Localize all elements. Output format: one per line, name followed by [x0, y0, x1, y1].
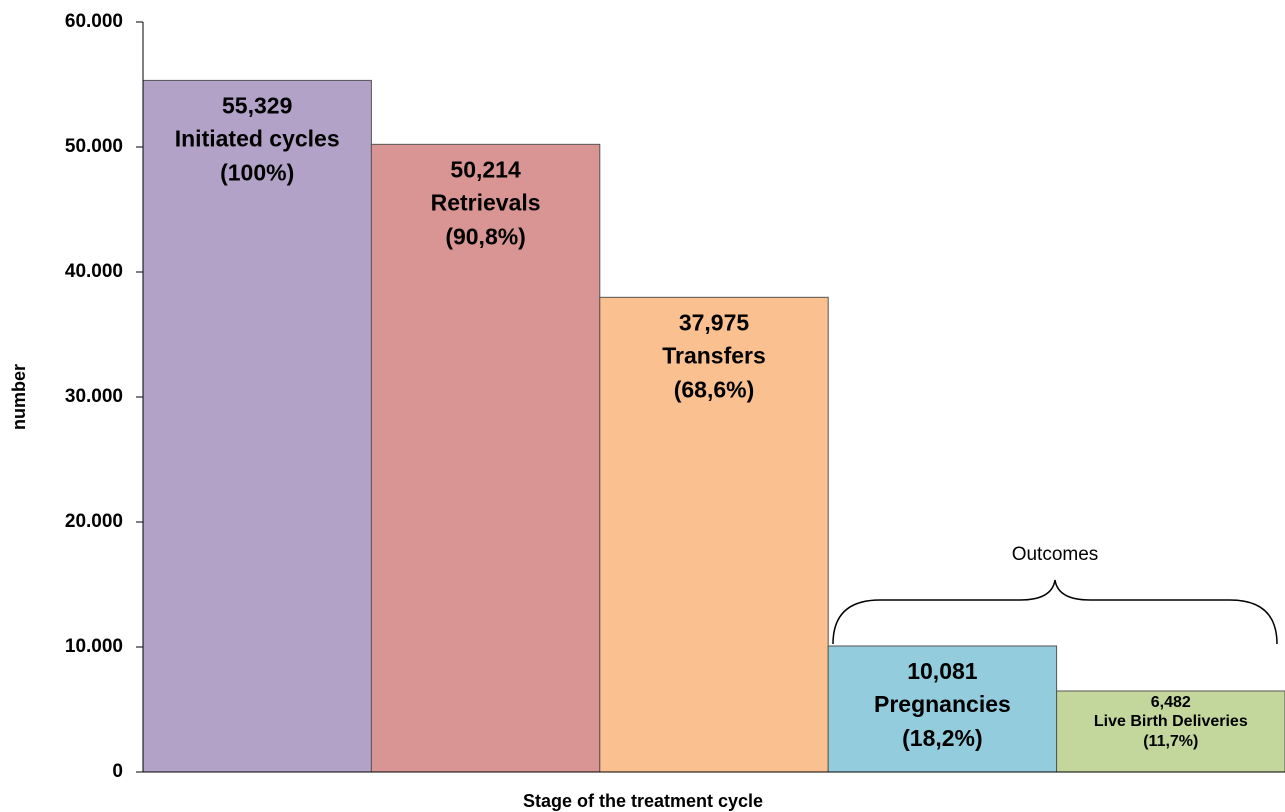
share-label: (90,8%) — [445, 223, 526, 249]
share-label: (11,7%) — [1143, 733, 1198, 750]
y-tick-label: 30.000 — [65, 386, 123, 407]
bar — [370, 143, 601, 773]
category-label: Live Birth Deliveries — [1094, 713, 1248, 730]
annotation: Outcomes — [1012, 544, 1099, 565]
y-tick-label: 40.000 — [65, 261, 123, 282]
y-tick-label: 20.000 — [65, 511, 123, 532]
y-tick-label: 0 — [112, 761, 123, 782]
value-label: 55,329 — [222, 92, 292, 118]
bar — [1056, 690, 1285, 773]
share-label: (100%) — [220, 159, 294, 185]
category-label: Retrievals — [431, 189, 541, 215]
category-label: Initiated cycles — [175, 125, 340, 151]
share-label: (68,6%) — [674, 376, 755, 402]
y-tick-label: 10.000 — [65, 636, 123, 657]
category-label: Transfers — [662, 342, 766, 368]
outcomes-brace — [832, 579, 1278, 645]
bar — [827, 645, 1058, 773]
value-label: 10,081 — [907, 658, 978, 684]
y-axis-title: number — [9, 364, 29, 430]
category-label: Pregnancies — [874, 691, 1011, 717]
value-label: 50,214 — [450, 156, 521, 182]
x-axis-title: Stage of the treatment cycle — [523, 791, 763, 811]
value-label: 6,482 — [1151, 694, 1191, 711]
y-tick-label: 50.000 — [65, 136, 123, 157]
share-label: (18,2%) — [902, 725, 983, 751]
bar — [599, 296, 829, 773]
y-tick-label: 60.000 — [65, 11, 123, 32]
value-label: 37,975 — [679, 309, 750, 335]
